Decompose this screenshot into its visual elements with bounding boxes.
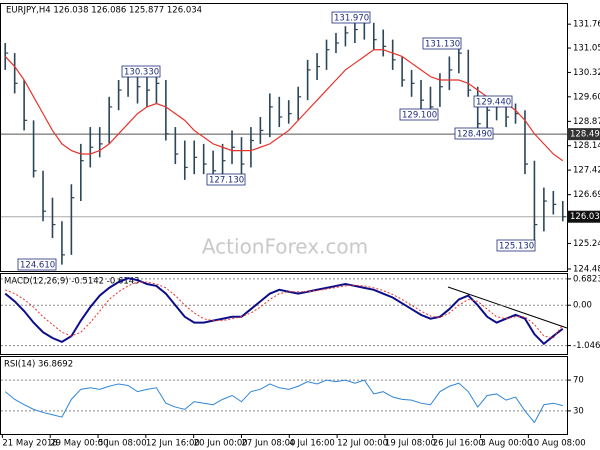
annotation-box [422, 37, 462, 50]
x-tick-label: 29 May 00:00 [50, 439, 108, 449]
annotation-box [121, 65, 161, 78]
x-tick-label: 19 Jul 08:00 [385, 439, 436, 449]
annotation: 124.610 [20, 261, 55, 271]
macd-title: MACD(12,26,9) -0.5142 -0.6143 [4, 277, 140, 287]
x-tick-label: 12 Jul 00:00 [337, 439, 388, 449]
y-tick-label: 124.480 [573, 264, 600, 274]
last-price-tag [567, 210, 600, 223]
annotation-box [473, 95, 513, 108]
annotation: 127.130 [209, 176, 244, 186]
y-tick-label: 128.145 [573, 141, 600, 151]
annotation: 131.970 [334, 14, 369, 24]
y-tick-label: 127.420 [573, 166, 600, 176]
y-tick-label: 126.690 [573, 190, 600, 200]
annotation: 129.100 [402, 111, 437, 121]
annotation-box [399, 108, 439, 121]
y-tick-label: 30 [573, 406, 584, 416]
annotation-box [331, 11, 371, 24]
annotation: 131.130 [425, 40, 460, 50]
moving-average [4, 49, 564, 162]
y-tick-label: 130.325 [573, 68, 600, 78]
x-tick-label: 10 Aug 08:00 [528, 439, 585, 449]
last-price-label: 126.034 [570, 212, 600, 222]
y-tick-label: 129.600 [573, 92, 600, 102]
y-tick-label: 0.6823 [573, 274, 600, 284]
y-tick-label: 131.760 [573, 20, 600, 30]
y-tick-label: 0.00 [573, 301, 592, 311]
x-tick-label: 4 Jul 16:00 [289, 439, 335, 449]
y-tick-label: -1.0461 [573, 341, 600, 351]
annotation: 130.330 [124, 68, 159, 78]
annotation-box [496, 239, 536, 252]
x-tick-label: 5 Jun 08:00 [98, 439, 147, 449]
y-tick-label: 70 [573, 376, 584, 386]
annotation-box [17, 258, 57, 271]
annotation: 128.490 [457, 130, 492, 140]
indicator-line [4, 379, 563, 424]
level-tag [567, 128, 600, 141]
level-tag-label: 128.490 [570, 130, 600, 140]
x-tick-label: 12 Jun 16:00 [146, 439, 200, 449]
y-tick-label: 125.240 [573, 239, 600, 249]
annotation-box [206, 173, 246, 186]
annotation: 125.130 [499, 242, 534, 252]
x-tick-label: 21 May 2018 [2, 439, 57, 449]
trend-line [447, 286, 568, 329]
annotation: 129.440 [476, 98, 511, 108]
x-tick-label: 26 Jul 16:00 [433, 439, 484, 449]
macd-panel [0, 273, 568, 355]
y-tick-label: 128.870 [573, 117, 600, 127]
x-tick-label: 3 Aug 00:00 [481, 439, 533, 449]
y-tick-label: 131.050 [573, 44, 600, 54]
watermark: ActionForex.com [202, 235, 368, 259]
rsi-panel [0, 356, 568, 435]
indicator-line [5, 281, 564, 339]
x-tick-label: 27 Jun 08:00 [241, 439, 295, 449]
price-title: EURJPY,H4 126.038 126.086 125.877 126.03… [6, 6, 202, 16]
rsi-title: RSI(14) 36.8692 [4, 360, 73, 370]
x-tick-label: 20 Jun 00:00 [194, 439, 248, 449]
annotation-box [454, 127, 494, 140]
indicator-line [4, 277, 564, 346]
